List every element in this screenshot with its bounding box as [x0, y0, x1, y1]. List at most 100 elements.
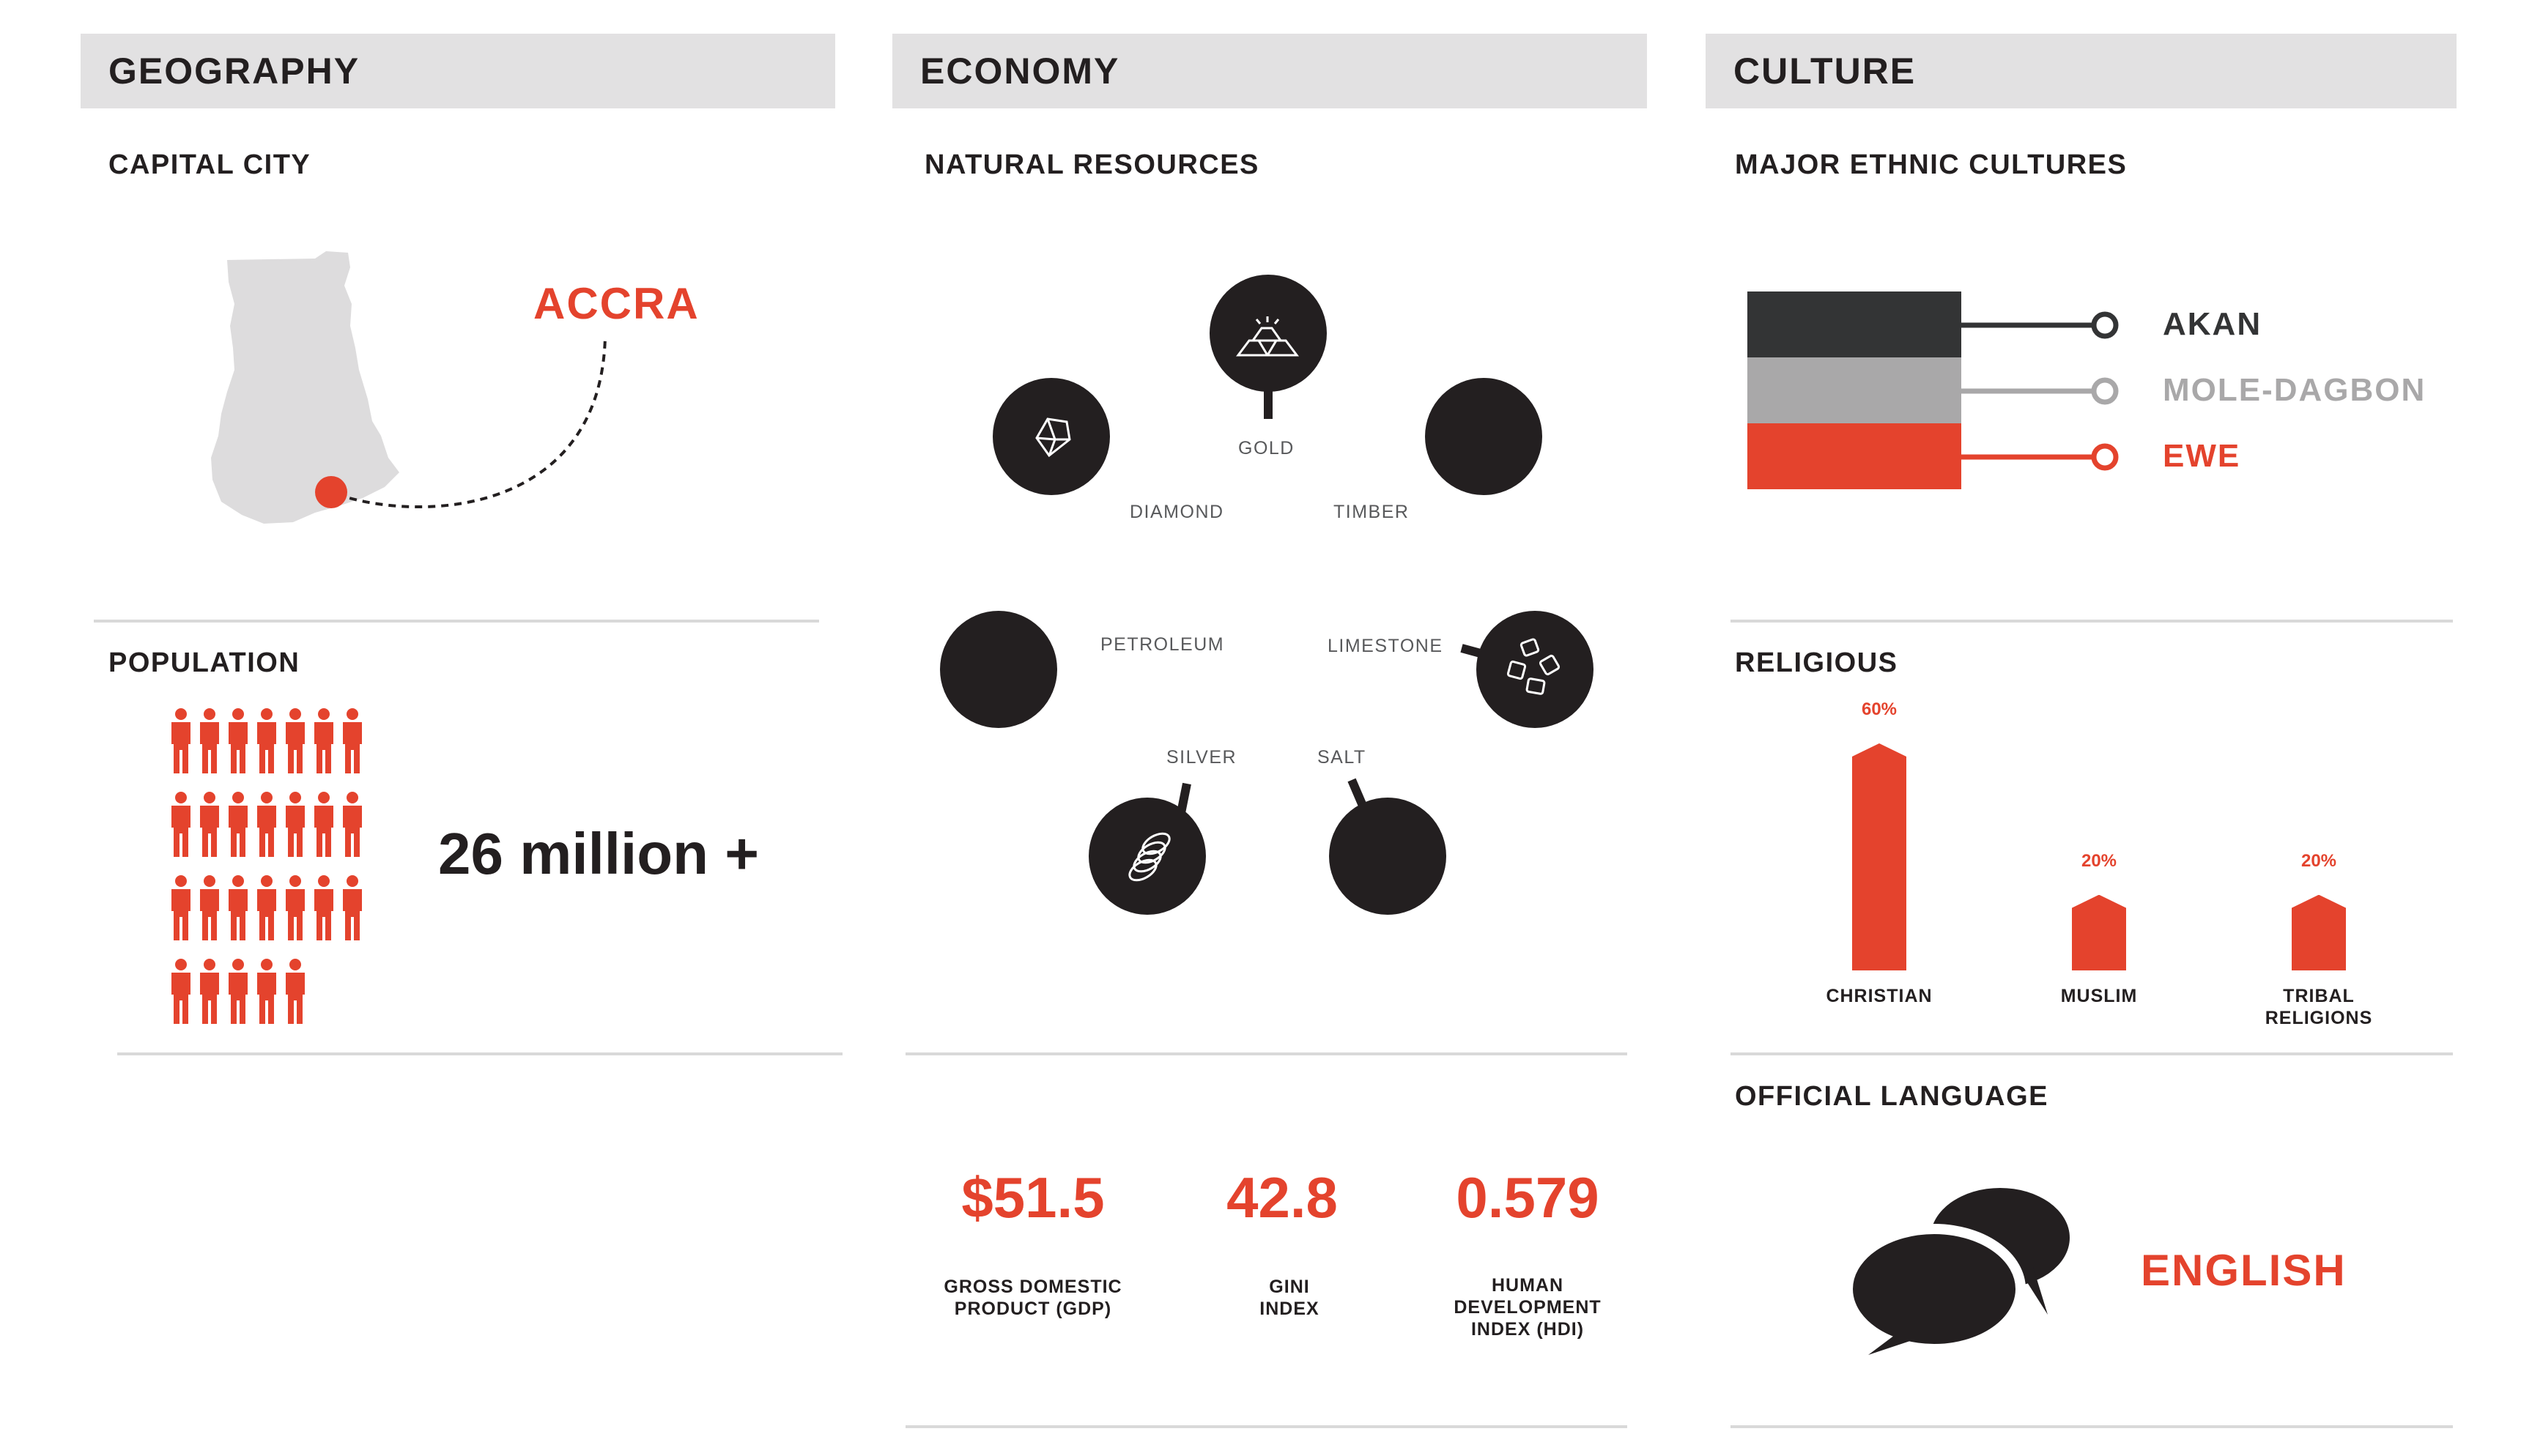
religion-percent-label: 60% — [1861, 699, 1898, 719]
religion-bar — [2072, 894, 2126, 970]
ethnic-bar-mole-dagbon — [1747, 357, 1961, 423]
geography-header-title: GEOGRAPHY — [108, 51, 360, 92]
resource-label-petroleum: PETROLEUM — [1100, 634, 1225, 655]
ethnic-label-akan: AKAN — [2163, 306, 2262, 342]
person-icon — [200, 959, 219, 1024]
culture-divider-2 — [1730, 1052, 2453, 1055]
ethnic-label-mole-dagbon: MOLE-DAGBON — [2163, 372, 2426, 408]
resources-diagram — [940, 275, 1593, 915]
economy-header-title: ECONOMY — [920, 51, 1120, 92]
capital-city-label: CAPITAL CITY — [108, 149, 311, 180]
ewe-marker-icon — [2091, 443, 2119, 471]
limestone-icon — [1506, 638, 1561, 695]
person-icon — [343, 875, 362, 940]
person-icon — [257, 708, 276, 773]
person-icon — [286, 959, 305, 1024]
timber-resource — [1425, 378, 1542, 495]
resource-label-diamond: DIAMOND — [1130, 502, 1224, 522]
salt-icon — [1329, 798, 1446, 915]
diamond-resource — [993, 378, 1110, 495]
limestone-resource — [1460, 611, 1593, 728]
gini-value: 42.8 — [1226, 1165, 1338, 1230]
ethnic-label-ewe: EWE — [2163, 438, 2241, 474]
religion-name-label: MUSLIM — [2060, 986, 2138, 1006]
gold-resource — [1210, 275, 1327, 419]
person-icon — [257, 959, 276, 1024]
ghana-map — [211, 251, 399, 524]
religion-chart: 60% CHRISTIAN 20% MUSLIM 20% TRIBAL RELIGIONS — [1788, 688, 2418, 1040]
silver-resource — [1089, 782, 1206, 915]
gini-label: GINI INDEX — [1259, 1277, 1319, 1319]
religion-percent-label: 20% — [2300, 850, 2337, 871]
religion-bar — [2292, 894, 2346, 970]
timber-icon — [1425, 378, 1542, 495]
person-icon — [343, 708, 362, 773]
gdp-label: GROSS DOMESTIC PRODUCT (GDP) — [944, 1277, 1122, 1319]
akan-marker-icon — [2091, 311, 2119, 339]
diamond-icon — [1035, 417, 1071, 458]
culture-header-title: CULTURE — [1733, 51, 1917, 92]
resource-label-gold: GOLD — [1238, 438, 1295, 458]
economy-divider-1 — [906, 1052, 1627, 1055]
silver-coins-icon — [1128, 832, 1171, 882]
official-language-value: ENGLISH — [2141, 1246, 2347, 1295]
resource-label-timber: TIMBER — [1333, 502, 1410, 522]
culture-divider-1 — [1730, 620, 2453, 623]
person-icon — [229, 959, 248, 1024]
hdi-label: HUMAN DEVELOPMENT INDEX (HDI) — [1454, 1275, 1602, 1340]
religion-percent-label: 20% — [2081, 850, 2117, 871]
person-icon — [343, 792, 362, 857]
person-icon — [171, 959, 190, 1024]
ethnic-connectors — [1961, 311, 2119, 471]
geography-header: GEOGRAPHY — [81, 34, 835, 108]
gold-bars-icon — [1236, 316, 1299, 357]
person-icon — [286, 875, 305, 940]
capital-location-dot — [315, 476, 347, 508]
gdp-value: $51.5 — [961, 1165, 1105, 1230]
person-icon — [229, 792, 248, 857]
major-ethnic-cultures-label: MAJOR ETHNIC CULTURES — [1735, 149, 2128, 180]
person-icon — [229, 875, 248, 940]
culture-header: CULTURE — [1706, 34, 2457, 108]
person-icon — [200, 875, 219, 940]
resource-label-limestone: LIMESTONE — [1328, 636, 1443, 656]
mole-dagbon-marker-icon — [2091, 377, 2119, 405]
ethnic-bar-akan — [1747, 291, 1961, 357]
person-icon — [314, 875, 333, 940]
person-icon — [286, 792, 305, 857]
economy-header: ECONOMY — [892, 34, 1647, 108]
salt-resource — [1329, 778, 1446, 915]
person-icon — [314, 792, 333, 857]
culture-divider-3 — [1730, 1425, 2453, 1428]
natural-resources-label: NATURAL RESOURCES — [925, 149, 1259, 180]
population-value: 26 million + — [438, 821, 759, 886]
person-icon — [257, 875, 276, 940]
person-icon — [171, 708, 190, 773]
geography-divider-1 — [94, 620, 819, 623]
person-icon — [257, 792, 276, 857]
person-icon — [229, 708, 248, 773]
resource-label-silver: SILVER — [1166, 747, 1237, 768]
capital-connector-line — [336, 336, 607, 508]
person-icon — [286, 708, 305, 773]
hdi-value: 0.579 — [1456, 1165, 1599, 1230]
person-icon — [171, 875, 190, 940]
person-icon — [314, 708, 333, 773]
petroleum-resource — [940, 611, 1057, 728]
economy-divider-2 — [906, 1425, 1627, 1428]
religion-name-label: TRIBAL RELIGIONS — [2265, 986, 2373, 1028]
population-icon-grid — [170, 707, 382, 1024]
capital-city-name: ACCRA — [533, 279, 700, 328]
person-icon — [200, 792, 219, 857]
geography-divider-2 — [117, 1052, 843, 1055]
religion-name-label: CHRISTIAN — [1826, 986, 1933, 1006]
resource-label-salt: SALT — [1317, 747, 1366, 768]
petroleum-icon — [940, 611, 1057, 728]
person-icon — [200, 708, 219, 773]
official-language-label: OFFICIAL LANGUAGE — [1735, 1081, 2049, 1112]
person-icon — [171, 792, 190, 857]
religion-bar — [1852, 743, 1906, 970]
population-label: POPULATION — [108, 647, 300, 678]
ethnic-bar-ewe — [1747, 423, 1961, 489]
speech-bubbles-icon — [1846, 1188, 2070, 1355]
